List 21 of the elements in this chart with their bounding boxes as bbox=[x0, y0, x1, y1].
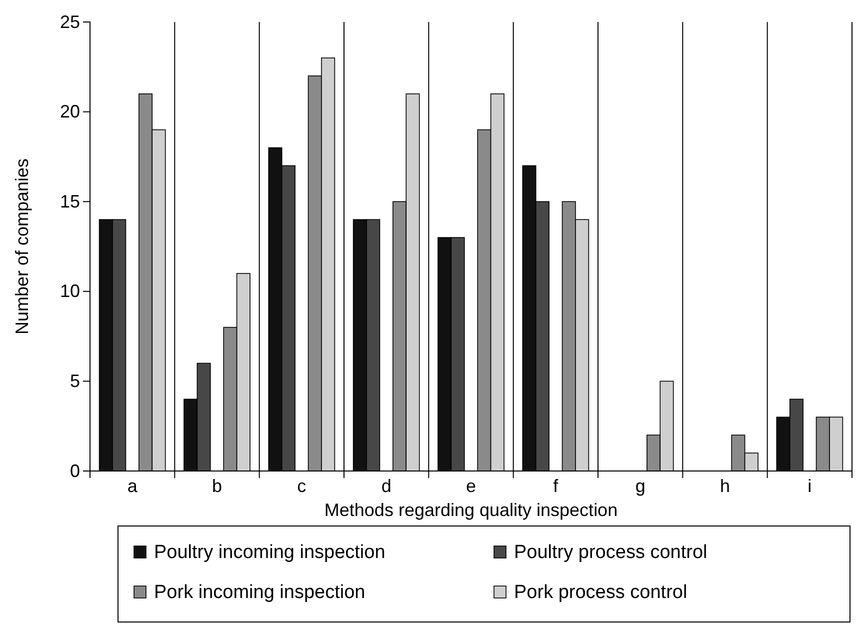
x-tick-label: d bbox=[381, 476, 392, 496]
y-tick-label: 10 bbox=[60, 281, 80, 302]
legend-label: Pork incoming inspection bbox=[154, 582, 366, 603]
y-axis-title: Number of companies bbox=[12, 158, 32, 335]
y-tick-label: 5 bbox=[70, 370, 80, 391]
y-tick-label: 0 bbox=[70, 460, 80, 481]
y-tick-label: 25 bbox=[60, 12, 80, 32]
legend-label: Poultry incoming inspection bbox=[154, 542, 386, 563]
legend-label: Poultry process control bbox=[514, 542, 708, 563]
y-tick-label: 20 bbox=[60, 102, 80, 122]
x-tick-label: g bbox=[635, 476, 646, 496]
x-axis-title: Methods regarding quality inspection bbox=[324, 500, 618, 520]
x-tick-label: f bbox=[553, 476, 560, 496]
y-tick-label: 15 bbox=[60, 191, 80, 212]
x-tick-label: e bbox=[466, 476, 476, 496]
x-tick-label: c bbox=[297, 476, 306, 496]
legend-label: Pork process control bbox=[514, 582, 688, 603]
x-tick-label: a bbox=[127, 476, 138, 496]
x-tick-label: b bbox=[212, 476, 222, 496]
x-tick-label: h bbox=[720, 476, 730, 496]
x-tick-label: i bbox=[808, 476, 812, 496]
